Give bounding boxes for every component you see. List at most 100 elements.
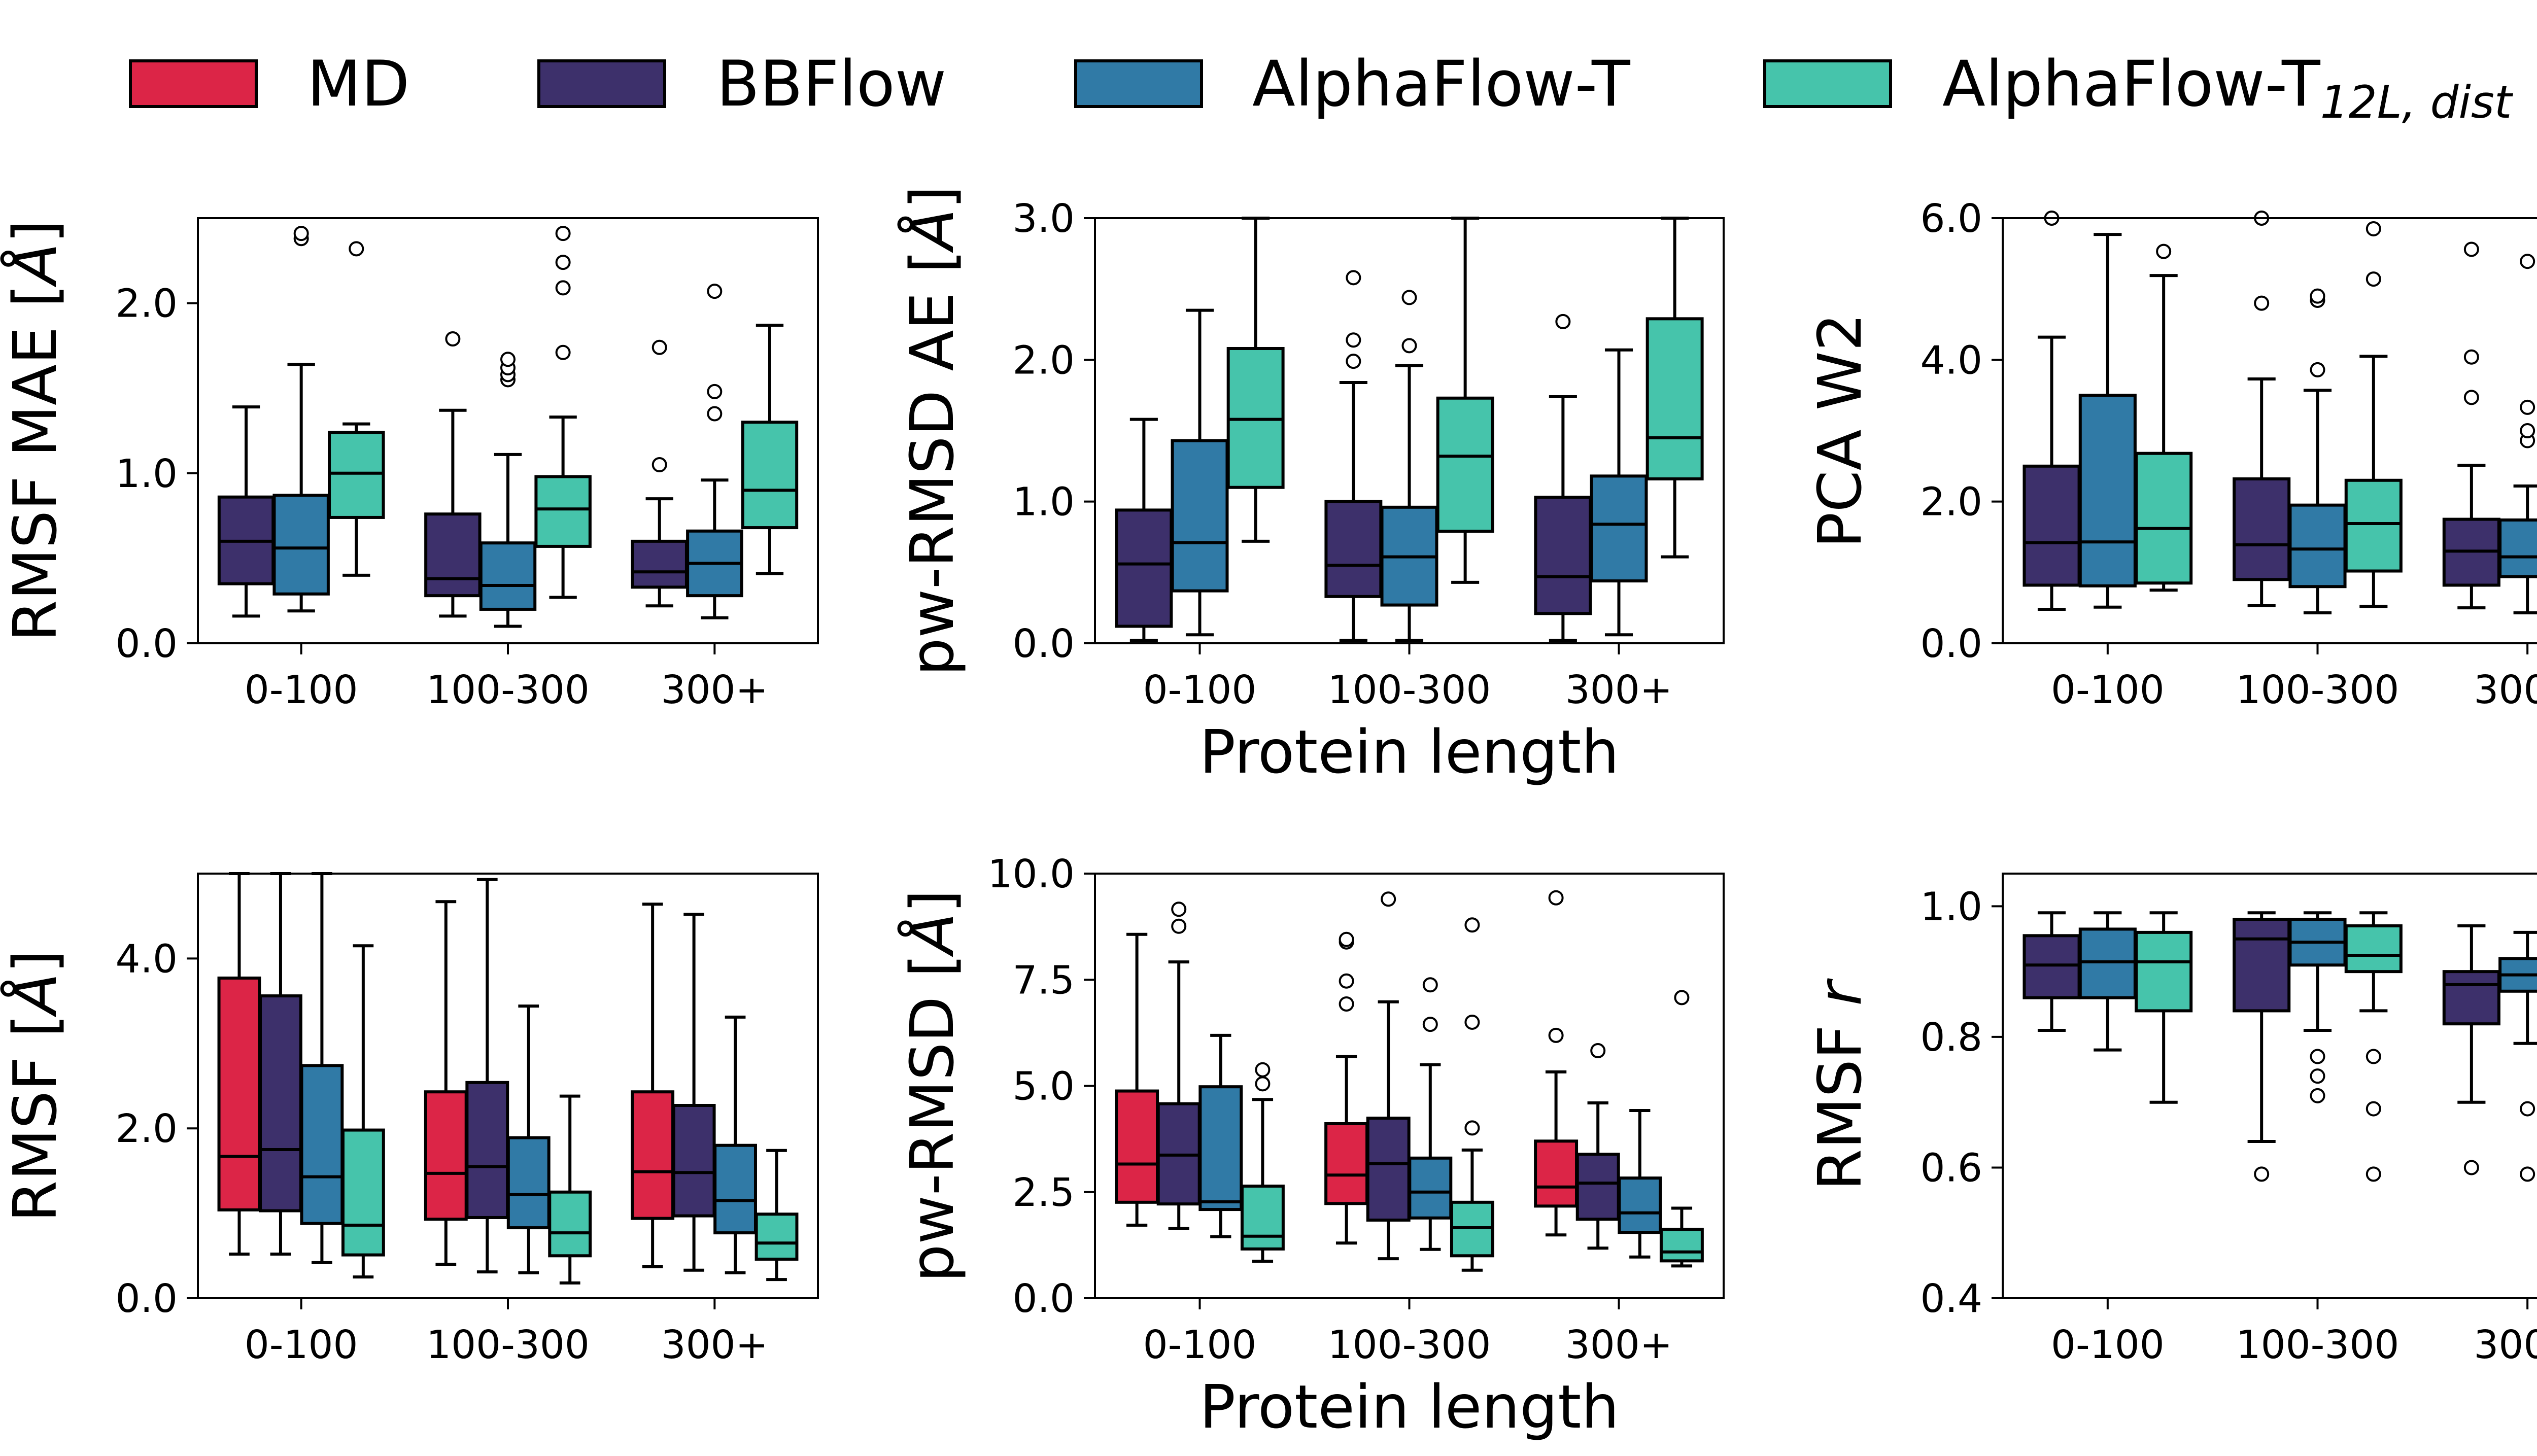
iqr-box [1436,396,1494,533]
y-tick-label: 0.0 [1921,621,1982,667]
box-md-100-300 [1324,931,1369,1245]
outlier-point [707,284,723,299]
outlier-point [2365,1101,2381,1117]
box-bbflow-300 [1575,1043,1620,1250]
legend-swatch [129,59,258,108]
outlier-point [1464,1014,1480,1030]
box-alphaflow-t12l-dist-300 [1659,990,1704,1268]
panel-1: 0.0 1.0 2.0 0-100 100-300 300+ RMSF MAE [Å] [0,217,819,713]
iqr-box [479,541,537,611]
iqr-box [272,494,330,596]
box-alphaflow-t12l-dist-300 [741,324,799,575]
x-tick-label: 300+ [661,668,769,713]
y-tick-label: 3.0 [1013,196,1075,241]
outlier-point [2520,1101,2535,1117]
outlier-point [2463,1160,2479,1175]
legend-label-main: BBFlow [716,48,946,121]
iqr-box [2233,918,2291,1013]
box-md-0-100 [1115,932,1159,1227]
x-tick-label: 0-100 [245,1323,358,1368]
x-tick-label: 100-300 [426,1323,590,1368]
y-tick-label: 2.0 [116,282,178,327]
x-tick-label: 100-300 [2236,668,2399,713]
legend-label: AlphaFlow-T [1252,48,1631,121]
outlier-point [1464,917,1480,933]
box-md-100-300 [424,900,468,1266]
y-tick-label: 6.0 [1921,196,1982,241]
legend-swatch [1074,59,1203,108]
y-axis-label-end: ] [897,890,967,913]
box-alphaflow-t-100-300 [2288,911,2347,1103]
outlier-point [1401,290,1417,305]
outlier-point [1381,891,1396,907]
outlier-point [1339,973,1354,989]
iqr-box [2442,970,2500,1026]
iqr-box [1198,1085,1243,1211]
box-alphaflow-t-300 [1618,1109,1662,1259]
iqr-box [1590,474,1648,583]
outlier-point [1548,1027,1564,1043]
x-tick-label: 300+ [1565,668,1673,713]
y-tick-label: 1.0 [1921,884,1982,929]
outlier-point [555,226,571,241]
outlier-point [2463,349,2479,365]
y-axis-label: PCA W2 [1805,313,1875,548]
box-alphaflow-t-0-100 [2078,911,2137,1052]
y-axis-label: RMSF MAE [Å] [0,220,70,642]
iqr-box [631,539,688,589]
box-alphaflow-t12l-dist-0-100 [2135,911,2193,1104]
y-axis-label-text: PCA W2 [1805,313,1875,548]
panel-5: 0.0 2.5 5.0 7.5 10.0 0-100 100-300 300+ pw-RMSD … [897,852,1725,1442]
box-alphaflow-t-0-100 [272,226,330,613]
y-axis-label-italic: Å [897,913,967,958]
box-bbflow-100-300 [465,878,509,1274]
box-alphaflow-t-100-300 [1408,977,1453,1251]
y-tick-label: 2.0 [1921,480,1982,525]
outlier-point [652,457,667,473]
iqr-box [1408,1156,1453,1220]
boxes [1115,217,1704,642]
y-tick-label: 10.0 [988,852,1075,897]
outlier-point [2365,1166,2381,1182]
iqr-box [1618,1176,1662,1234]
y-axis-label-italic: Å [0,973,70,1018]
iqr-box [548,1190,592,1258]
y-axis-label-italic: r [1805,978,1875,1006]
iqr-box [341,1128,385,1257]
outlier-point [707,406,723,422]
outlier-point [1422,1017,1438,1032]
y-axis-label-end: ] [0,950,70,973]
iqr-box [1659,1228,1704,1263]
legend-label-main: MD [307,48,409,121]
iqr-box [1366,1117,1411,1222]
iqr-box [2288,503,2347,588]
iqr-box [2022,934,2081,999]
iqr-box [1575,1153,1620,1221]
iqr-box [328,431,385,519]
iqr-box [2022,464,2081,587]
outlier-point [1346,270,1361,286]
outlier-point [2365,221,2381,236]
x-tick-label: 300+ [661,1323,769,1368]
legend: MD BBFlow AlphaFlow-T AlphaFlow-T12L, dist [129,48,2514,128]
box-alphaflow-t12l-dist-100-300 [1450,917,1494,1272]
iqr-box [741,421,799,530]
box-bbflow-0-100 [2022,211,2081,611]
outlier-point [1401,338,1417,354]
panel-2: 0.0 1.0 2.0 3.0 0-100 100-300 300+ pw-RMSD AE [… [897,186,1725,787]
legend-label-main: AlphaFlow-T [1252,48,1631,121]
y-axis-label-end: ] [0,220,70,243]
iqr-box [217,976,261,1211]
legend-label: BBFlow [716,48,946,121]
outlier-point [2520,423,2535,438]
outlier-point [2463,241,2479,257]
boxes [2022,211,2537,614]
legend-swatch [1763,59,1892,108]
iqr-box [2344,924,2403,974]
iqr-box [424,1090,468,1221]
box-bbflow-0-100 [2022,911,2081,1032]
legend-label-subscript: 12L, dist [2320,76,2514,128]
iqr-box [465,1081,509,1219]
iqr-box [1324,500,1383,598]
